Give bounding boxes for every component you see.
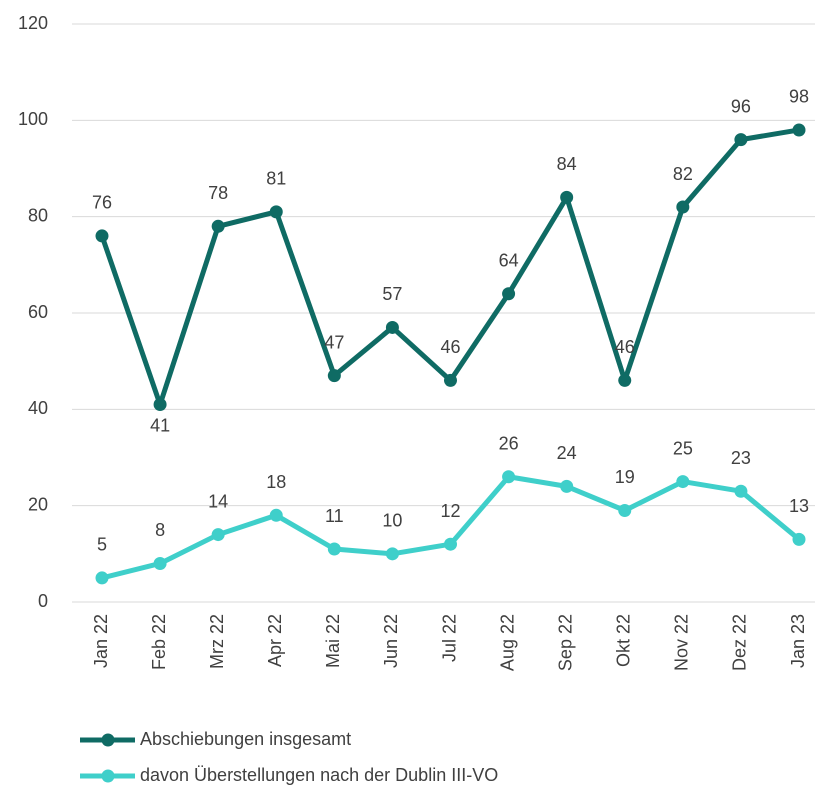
point <box>444 373 457 387</box>
point <box>734 484 748 498</box>
point <box>444 537 457 551</box>
point <box>269 508 283 522</box>
point <box>95 571 109 585</box>
point <box>153 398 167 412</box>
x-tick-label: Mai 22 <box>323 614 343 668</box>
point <box>676 200 690 214</box>
legend-marker <box>101 733 115 747</box>
x-tick-label: Jun 22 <box>381 614 401 668</box>
point <box>618 503 632 517</box>
series-line <box>99 127 800 408</box>
x-tick-label: Okt 22 <box>614 614 634 667</box>
point <box>327 369 341 383</box>
point <box>618 373 632 387</box>
data-label: 98 <box>789 87 809 107</box>
data-label: 12 <box>440 501 460 521</box>
x-tick-label: Jan 22 <box>91 614 111 668</box>
data-label: 46 <box>440 337 460 357</box>
data-label: 78 <box>208 183 228 203</box>
x-tick-label: Aug 22 <box>497 614 517 671</box>
point <box>792 532 806 546</box>
data-label: 23 <box>731 448 751 468</box>
series-line <box>101 474 801 581</box>
data-label: 14 <box>208 491 228 511</box>
x-tick-label: Apr 22 <box>265 614 285 667</box>
y-tick-label: 80 <box>28 205 48 225</box>
point <box>327 542 341 556</box>
y-tick-label: 0 <box>38 591 48 611</box>
data-label: 10 <box>382 511 402 531</box>
legend-label: davon Überstellungen nach der Dublin III… <box>140 765 498 785</box>
point <box>153 556 167 570</box>
point <box>792 123 806 137</box>
point <box>211 219 225 233</box>
data-label: 64 <box>499 250 519 270</box>
point <box>560 479 574 493</box>
data-label: 19 <box>615 467 635 487</box>
point <box>211 528 225 542</box>
y-tick-label: 20 <box>28 494 48 514</box>
data-label: 13 <box>789 496 809 516</box>
point <box>269 205 283 219</box>
point <box>385 547 399 561</box>
data-label: 25 <box>673 438 693 458</box>
data-label: 47 <box>324 332 344 352</box>
data-label: 46 <box>615 337 635 357</box>
point <box>734 133 748 147</box>
x-tick-label: Jan 23 <box>788 614 808 668</box>
point <box>502 470 516 484</box>
data-label: 82 <box>673 164 693 184</box>
x-tick-label: Nov 22 <box>672 614 692 671</box>
data-label: 41 <box>150 415 170 435</box>
data-label: 96 <box>731 96 751 116</box>
y-tick-label: 120 <box>18 13 48 33</box>
point <box>95 229 109 243</box>
data-label: 18 <box>266 472 286 492</box>
point <box>502 287 516 301</box>
point <box>385 320 399 334</box>
legend-marker <box>101 769 115 783</box>
data-label: 11 <box>325 506 344 526</box>
data-label: 24 <box>557 443 577 463</box>
y-tick-label: 60 <box>28 302 48 322</box>
data-label: 57 <box>382 284 402 304</box>
x-tick-label: Mrz 22 <box>207 614 227 669</box>
data-label: 5 <box>97 535 107 555</box>
data-label: 81 <box>266 169 286 189</box>
y-tick-label: 40 <box>28 398 48 418</box>
x-tick-label: Feb 22 <box>149 614 169 670</box>
data-label: 84 <box>557 154 577 174</box>
data-label: 76 <box>92 193 112 213</box>
x-tick-label: Jul 22 <box>439 614 459 662</box>
x-tick-label: Sep 22 <box>555 614 575 671</box>
y-tick-label: 100 <box>18 109 48 129</box>
point <box>676 475 690 489</box>
x-tick-label: Dez 22 <box>730 614 750 671</box>
data-label: 8 <box>155 520 165 540</box>
data-label: 26 <box>499 434 519 454</box>
legend-label: Abschiebungen insgesamt <box>140 729 351 749</box>
point <box>560 190 574 204</box>
